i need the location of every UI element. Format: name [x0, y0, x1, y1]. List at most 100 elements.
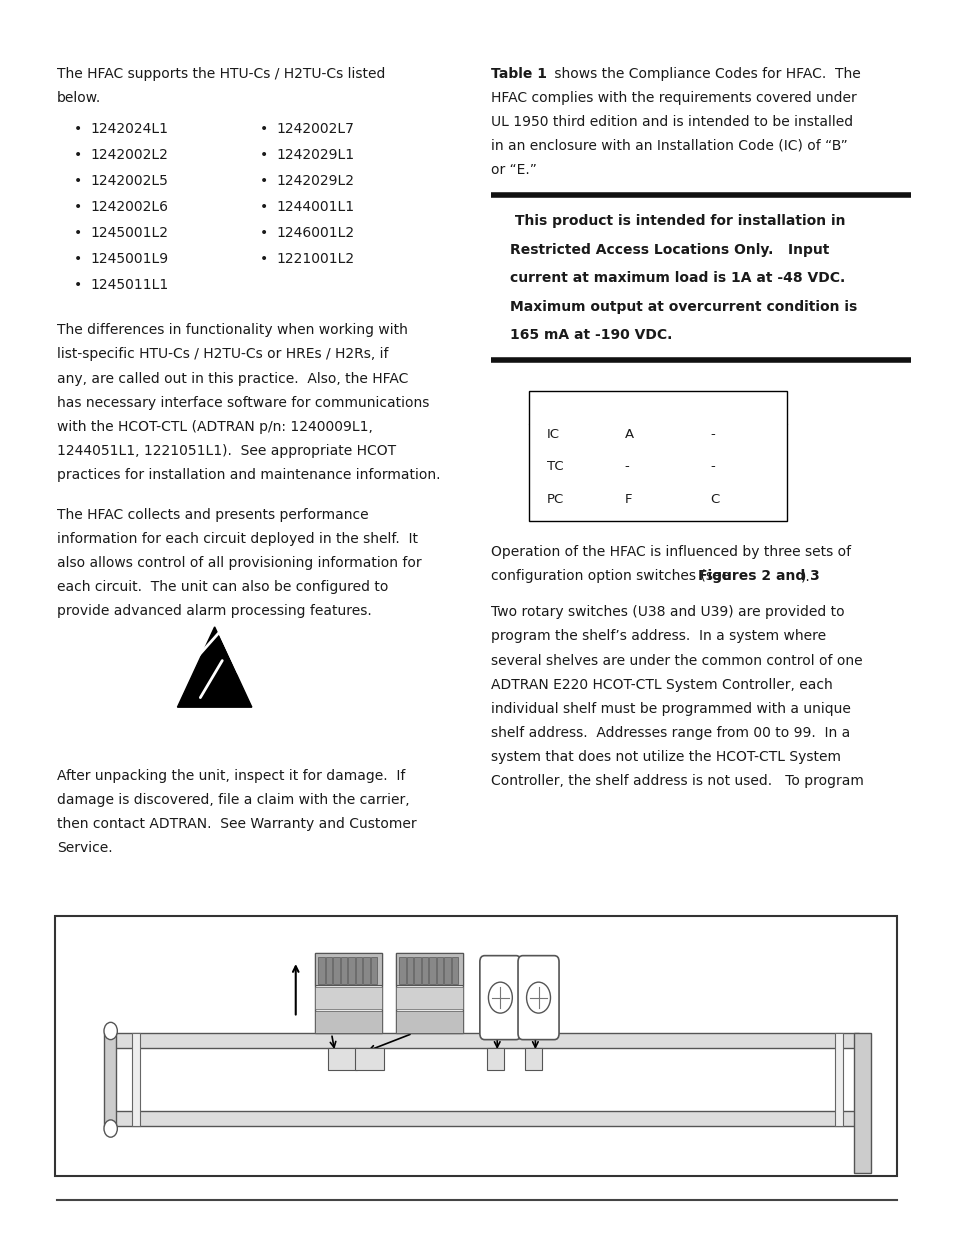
- Bar: [421, 957, 428, 983]
- Bar: [429, 957, 436, 983]
- Text: Restricted Access Locations Only.   Input: Restricted Access Locations Only. Input: [510, 243, 829, 257]
- Bar: [325, 957, 332, 983]
- Text: TC: TC: [546, 461, 562, 473]
- Text: This product is intended for installation in: This product is intended for installatio…: [510, 215, 845, 228]
- FancyBboxPatch shape: [479, 956, 520, 1040]
- Text: Operation of the HFAC is influenced by three sets of: Operation of the HFAC is influenced by t…: [491, 545, 850, 559]
- Text: 1246001L2: 1246001L2: [276, 226, 355, 240]
- Text: Service.: Service.: [57, 841, 112, 855]
- Bar: [395, 953, 462, 1034]
- Text: The HFAC collects and presents performance: The HFAC collects and presents performan…: [57, 508, 369, 522]
- Text: •: •: [259, 200, 268, 214]
- Text: Two rotary switches (U38 and U39) are provided to: Two rotary switches (U38 and U39) are pr…: [491, 605, 844, 619]
- Text: IC: IC: [546, 427, 559, 441]
- Text: •: •: [73, 122, 82, 136]
- Text: ADTRAN E220 HCOT-CTL System Controller, each: ADTRAN E220 HCOT-CTL System Controller, …: [491, 678, 832, 692]
- Text: 1242002L2: 1242002L2: [91, 148, 169, 162]
- Text: program the shelf’s address.  In a system where: program the shelf’s address. In a system…: [491, 630, 825, 643]
- Text: •: •: [259, 252, 268, 266]
- Bar: [363, 957, 370, 983]
- Bar: [406, 957, 413, 983]
- Text: •: •: [259, 122, 268, 136]
- Bar: [132, 1034, 140, 1126]
- Bar: [104, 1034, 116, 1126]
- Bar: [529, 391, 786, 521]
- Bar: [398, 957, 405, 983]
- Text: then contact ADTRAN.  See Warranty and Customer: then contact ADTRAN. See Warranty and Cu…: [57, 818, 416, 831]
- Text: 1245001L9: 1245001L9: [91, 252, 169, 266]
- Text: configuration option switches (see: configuration option switches (see: [491, 569, 734, 583]
- Bar: [314, 953, 381, 1034]
- Text: PC: PC: [546, 493, 563, 506]
- Bar: [314, 1011, 381, 1034]
- Text: Controller, the shelf address is not used.   To program: Controller, the shelf address is not use…: [491, 774, 863, 788]
- Bar: [395, 953, 462, 986]
- Bar: [414, 957, 420, 983]
- Text: -: -: [710, 461, 715, 473]
- Text: A: A: [624, 427, 634, 441]
- Text: •: •: [259, 174, 268, 188]
- Text: •: •: [73, 174, 82, 188]
- Bar: [355, 957, 362, 983]
- Text: -: -: [624, 461, 629, 473]
- Text: 1245001L2: 1245001L2: [91, 226, 169, 240]
- Bar: [328, 1049, 356, 1071]
- Bar: [108, 1112, 858, 1126]
- FancyBboxPatch shape: [517, 956, 558, 1040]
- Text: with the HCOT-CTL (ADTRAN p/n: 1240009L1,: with the HCOT-CTL (ADTRAN p/n: 1240009L1…: [57, 420, 373, 433]
- Text: or “E.”: or “E.”: [491, 163, 537, 177]
- Bar: [318, 957, 324, 983]
- Text: Maximum output at overcurrent condition is: Maximum output at overcurrent condition …: [510, 300, 857, 314]
- Bar: [436, 957, 443, 983]
- Text: system that does not utilize the HCOT-CTL System: system that does not utilize the HCOT-CT…: [491, 750, 841, 763]
- Text: Table 1: Table 1: [491, 67, 547, 80]
- Text: shows the Compliance Codes for HFAC.  The: shows the Compliance Codes for HFAC. The: [550, 67, 861, 80]
- Text: 1242029L1: 1242029L1: [276, 148, 355, 162]
- Bar: [314, 953, 381, 986]
- Bar: [853, 1034, 870, 1173]
- Text: 1221001L2: 1221001L2: [276, 252, 355, 266]
- Text: •: •: [73, 148, 82, 162]
- Text: •: •: [73, 226, 82, 240]
- Bar: [314, 987, 381, 1009]
- Bar: [486, 1049, 503, 1071]
- Text: each circuit.  The unit can also be configured to: each circuit. The unit can also be confi…: [57, 580, 388, 594]
- Text: After unpacking the unit, inspect it for damage.  If: After unpacking the unit, inspect it for…: [57, 769, 405, 783]
- Text: 1242029L2: 1242029L2: [276, 174, 355, 188]
- Text: The differences in functionality when working with: The differences in functionality when wo…: [57, 324, 408, 337]
- Text: below.: below.: [57, 91, 101, 105]
- Circle shape: [526, 982, 550, 1013]
- Bar: [55, 916, 896, 1176]
- Text: UL 1950 third edition and is intended to be installed: UL 1950 third edition and is intended to…: [491, 115, 853, 128]
- Text: 1242002L5: 1242002L5: [91, 174, 169, 188]
- Text: •: •: [259, 226, 268, 240]
- Bar: [395, 1011, 462, 1034]
- Text: HFAC complies with the requirements covered under: HFAC complies with the requirements cove…: [491, 91, 856, 105]
- Text: any, are called out in this practice.  Also, the HFAC: any, are called out in this practice. Al…: [57, 372, 408, 385]
- Text: F: F: [624, 493, 632, 506]
- Text: •: •: [73, 278, 82, 293]
- Text: 1245011L1: 1245011L1: [91, 278, 169, 293]
- Circle shape: [104, 1120, 117, 1137]
- Text: -: -: [710, 427, 715, 441]
- Bar: [395, 987, 462, 1009]
- Bar: [355, 1049, 383, 1071]
- Bar: [348, 957, 355, 983]
- Text: in an enclosure with an Installation Code (IC) of “B”: in an enclosure with an Installation Cod…: [491, 140, 847, 153]
- Text: list-specific HTU-Cs / H2TU-Cs or HREs / H2Rs, if: list-specific HTU-Cs / H2TU-Cs or HREs /…: [57, 347, 388, 362]
- Text: 1244001L1: 1244001L1: [276, 200, 355, 214]
- Bar: [444, 957, 451, 983]
- Bar: [524, 1049, 541, 1071]
- Bar: [108, 1034, 858, 1049]
- Text: shelf address.  Addresses range from 00 to 99.  In a: shelf address. Addresses range from 00 t…: [491, 726, 850, 740]
- Text: 1242002L6: 1242002L6: [91, 200, 169, 214]
- Text: 1242024L1: 1242024L1: [91, 122, 169, 136]
- Bar: [371, 957, 376, 983]
- Polygon shape: [177, 627, 252, 708]
- Text: current at maximum load is 1A at -48 VDC.: current at maximum load is 1A at -48 VDC…: [510, 272, 844, 285]
- Text: damage is discovered, file a claim with the carrier,: damage is discovered, file a claim with …: [57, 793, 410, 806]
- Text: ).: ).: [801, 569, 810, 583]
- Text: provide advanced alarm processing features.: provide advanced alarm processing featur…: [57, 604, 372, 619]
- Text: •: •: [73, 200, 82, 214]
- Text: 1242002L7: 1242002L7: [276, 122, 355, 136]
